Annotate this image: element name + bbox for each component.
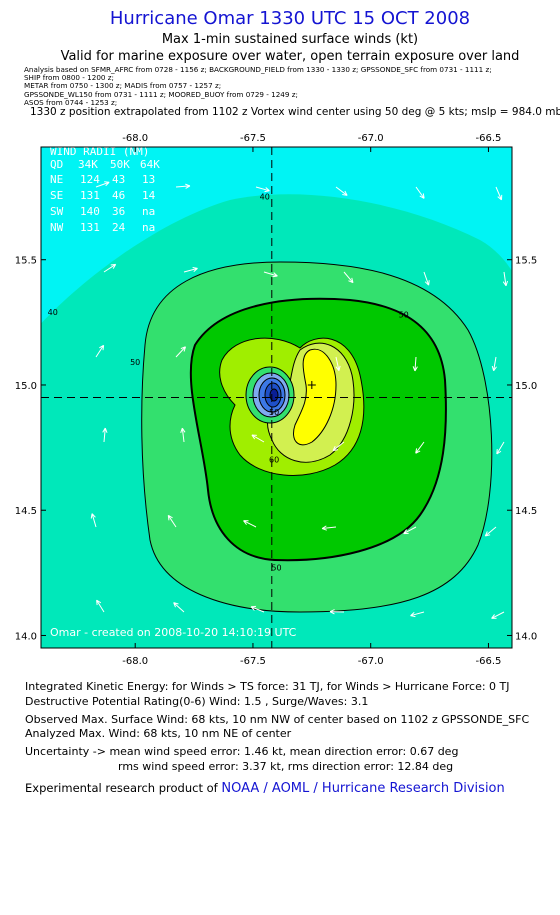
- wind-arrow: [423, 271, 430, 286]
- analysis-line: METAR from 0750 - 1300 z; MADIS from 075…: [24, 81, 222, 91]
- wind-arrow: [175, 183, 191, 189]
- wind-arrow: [243, 520, 257, 528]
- wind-arrow: [335, 186, 348, 196]
- wind-arrow: [175, 346, 187, 358]
- wind-radii-row: NW 131 24 na: [50, 221, 155, 234]
- x-tick-label: -67.0: [358, 656, 384, 667]
- chart-subtitle: Max 1-min sustained surface winds (kt): [161, 32, 419, 47]
- center-crosshair: [41, 147, 512, 648]
- storm-core: [245, 366, 295, 424]
- created-credit: Omar - created on 2008-10-20 14:10:19 UT…: [50, 626, 297, 639]
- wind-arrow: [495, 186, 503, 201]
- x-tick-label: -68.0: [122, 656, 148, 667]
- analysis-line: GPSSONDE_WL150 from 0731 - 1111 z; MOORE…: [24, 89, 298, 99]
- max-wind-marker: [307, 380, 316, 389]
- uncertainty-rms-line: rms wind speed error: 3.37 kt, rms direc…: [118, 760, 454, 773]
- wind-arrow: [95, 344, 105, 358]
- wind-arrow: [403, 526, 417, 535]
- plot-frame: [40, 146, 513, 649]
- wind-arrow: [491, 611, 505, 619]
- y-tick-label: 15.0: [515, 381, 537, 392]
- chart-title: Hurricane Omar 1330 UTC 15 OCT 2008: [109, 8, 471, 29]
- wind-radii-title: WIND RADII (NM): [50, 145, 149, 158]
- wind-arrow: [263, 271, 278, 278]
- wind-arrow: [491, 356, 497, 372]
- y-tick-label: 15.0: [15, 381, 37, 392]
- wind-arrow: [329, 609, 345, 615]
- wind-arrow: [183, 266, 198, 273]
- wind-radii-row: SW 140 36 na: [50, 205, 155, 218]
- y-tick-label: 14.5: [15, 506, 37, 517]
- wind-radii-row: SE 131 46 14: [50, 189, 156, 202]
- wind-arrow: [502, 271, 509, 287]
- wind-arrow: [321, 525, 337, 531]
- wind-arrow: [173, 602, 185, 613]
- y-tick-label: 15.5: [515, 256, 537, 267]
- wind-radii-row: NE 124 43 13: [50, 173, 155, 186]
- credit-line: Experimental research product of NOAA / …: [25, 781, 505, 796]
- dpr-line: Destructive Potential Rating(0-6) Wind: …: [25, 695, 369, 708]
- axes: -68.0 -68.0 -67.5 -67.5 -67.0 -67.0 -66.5 -66.5…: [15, 133, 538, 667]
- core-ring: [269, 388, 279, 402]
- position-note: 1330 z position extrapolated from 1102 z…: [30, 106, 560, 118]
- analysis-line: Analysis based on SFMR_AFRC from 0728 - …: [24, 65, 492, 74]
- wind-arrow: [410, 611, 425, 618]
- hrd-link[interactable]: NOAA / AOML / Hurricane Research Divisio…: [221, 781, 505, 796]
- wind-arrow: [255, 186, 270, 193]
- contour-labels: 40 40 50 50 50 60 50: [48, 193, 409, 573]
- chart-subtitle-exposure: Valid for marine exposure over water, op…: [60, 49, 520, 64]
- y-tick-label: 14.0: [15, 631, 37, 642]
- wind-arrow: [250, 605, 265, 613]
- contour-label: 50: [271, 563, 281, 572]
- wind-arrow: [415, 186, 425, 199]
- wind-arrow: [180, 427, 186, 443]
- contour-label: 50: [130, 358, 140, 367]
- wind-arrow: [103, 263, 117, 273]
- contour-label: 40: [260, 193, 270, 202]
- x-tick-label: -67.5: [240, 656, 266, 667]
- wind-arrow: [96, 599, 105, 613]
- wind-arrow: [415, 441, 425, 454]
- wind-arrow: [332, 441, 345, 452]
- credit-prefix: Experimental research product of: [25, 781, 218, 795]
- contour-label: 50: [269, 408, 279, 417]
- wind-contours: 40 40 50 50 50 60 50 WIND RADII (NM) QD 34K 50…: [41, 145, 512, 648]
- wind-arrow: [251, 434, 265, 443]
- wind-arrow: [90, 513, 97, 528]
- wind-field-plot: 40 40 50 50 50 60 50 WIND RADII (NM) QD 34K 50…: [15, 133, 538, 667]
- x-tick-label: -68.0: [122, 133, 148, 144]
- uncertainty-line: Uncertainty -> mean wind speed error: 1.…: [25, 745, 459, 758]
- contour-label: 40: [48, 308, 58, 317]
- wind-radii-header: QD 34K 50K 64K: [50, 158, 160, 171]
- x-tick-label: -67.5: [240, 133, 266, 144]
- x-tick-label: -66.5: [476, 656, 502, 667]
- contour-label: 50: [399, 310, 409, 319]
- contour-label: 60: [269, 456, 279, 465]
- wind-arrow: [335, 356, 341, 371]
- y-tick-label: 15.5: [15, 256, 37, 267]
- wind-vectors: [90, 181, 509, 619]
- wind-arrow: [412, 356, 418, 372]
- wind-arrow: [167, 514, 177, 528]
- x-tick-label: -66.5: [476, 133, 502, 144]
- wind-arrow: [343, 271, 354, 284]
- wind-arrow: [102, 427, 108, 443]
- y-tick-label: 14.0: [515, 631, 537, 642]
- wind-arrow: [496, 441, 505, 455]
- analyzed-max-wind: Analyzed Max. Wind: 68 kts, 10 nm NE of …: [25, 727, 292, 740]
- observed-max-wind: Observed Max. Surface Wind: 68 kts, 10 n…: [25, 713, 530, 726]
- wind-arrow: [95, 181, 110, 188]
- analysis-sources: Analysis based on SFMR_AFRC from 0728 - …: [24, 65, 492, 107]
- y-tick-label: 14.5: [515, 506, 537, 517]
- x-tick-label: -67.0: [358, 133, 384, 144]
- analysis-line: ASOS from 0744 - 1253 z;: [24, 97, 118, 107]
- analysis-line: SHIP from 0800 - 1200 z;: [24, 73, 114, 83]
- ike-line: Integrated Kinetic Energy: for Winds > T…: [25, 680, 510, 693]
- wind-radii-table: WIND RADII (NM) QD 34K 50K 64K NE 124 43 13…: [50, 145, 160, 234]
- wind-arrow: [484, 526, 497, 537]
